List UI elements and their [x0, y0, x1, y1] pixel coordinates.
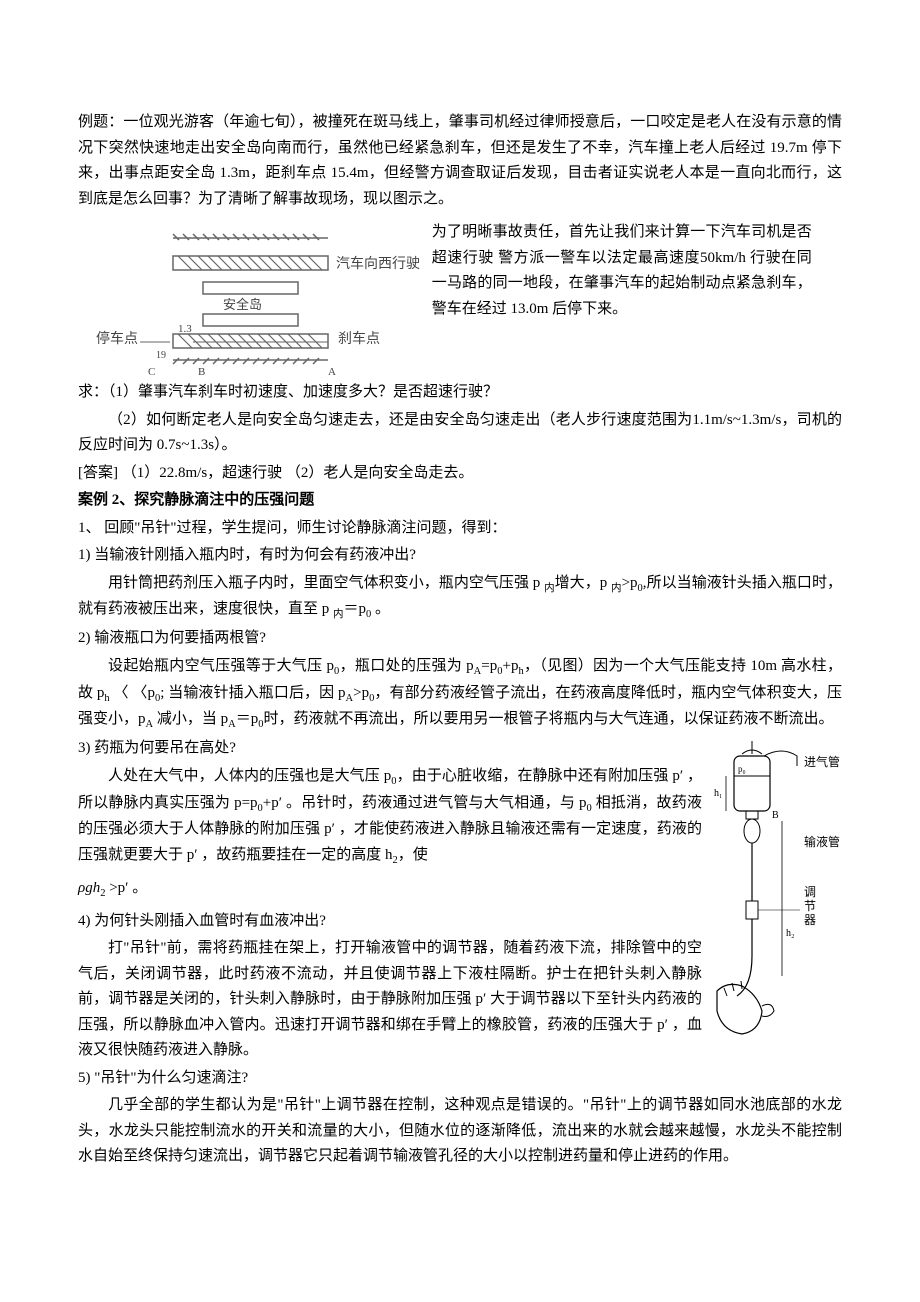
question-2: （2）如何断定老人是向安全岛匀速走去，还是由安全岛匀速走出（老人步行速度范围为1…	[78, 408, 842, 459]
svg-text:B: B	[772, 810, 779, 821]
case2-title: 案例 2、探究静脉滴注中的压强问题	[78, 488, 842, 514]
diagram-brake-label: 刹车点	[338, 330, 380, 347]
svg-text:节: 节	[804, 899, 816, 913]
question-1: 求：（1）肇事汽车刹车时初速度、加速度多大？是否超速行驶？	[78, 380, 842, 406]
svg-text:器: 器	[804, 913, 816, 927]
svg-text:h₁: h₁	[714, 788, 723, 799]
diagram-A: A	[328, 366, 336, 378]
iv-diagram: p₀ 进气管 h₁ B 输液管 调 节 器 h₂	[712, 736, 842, 1046]
svg-text:输液管: 输液管	[804, 834, 840, 849]
q2-body: 设起始瓶内空气压强等于大气压 p0，瓶口处的压强为 pA=p0+ph，（见图）因…	[78, 654, 842, 735]
diagram-island-label: 安全岛	[223, 297, 262, 312]
answer-line: [答案] （1）22.8m/s，超速行驶 （2）老人是向安全岛走去。	[78, 461, 842, 487]
svg-text:调: 调	[804, 885, 816, 899]
diagram-car-label: 汽车向西行驶	[336, 255, 420, 272]
intro-paragraph: 例题：一位观光游客（年逾七旬），被撞死在斑马线上，肇事司机经过律师授意后，一口咬…	[78, 110, 842, 212]
svg-text:进气管: 进气管	[804, 754, 840, 769]
case2-p1: 1、 回顾"吊针"过程，学生提问，师生讨论静脉滴注问题，得到：	[78, 516, 842, 542]
q1-body: 用针筒把药剂压入瓶子内时，里面空气体积变小，瓶内空气压强 p 内增大，p 内>p…	[78, 571, 842, 625]
svg-text:p₀: p₀	[738, 764, 746, 774]
svg-text:19: 19	[156, 350, 166, 361]
diagram-d1: 1.3	[178, 323, 192, 335]
diagram-stop-label: 停车点	[96, 330, 138, 347]
q5-title: 5) "吊针"为什么匀速滴注?	[78, 1066, 842, 1092]
q1-title: 1) 当输液针刚插入瓶内时，有时为何会有药液冲出?	[78, 543, 842, 569]
diagram-C: C	[148, 366, 155, 378]
q2-title: 2) 输液瓶口为何要插两根管?	[78, 626, 842, 652]
accident-diagram: 汽车向西行驶 安全岛 停车点 刹车点 1.3 C B	[78, 220, 428, 380]
q5-body: 几乎全部的学生都认为是"吊针"上调节器在控制，这种观点是错误的。"吊针"上的调节…	[78, 1093, 842, 1170]
diagram-B: B	[198, 366, 205, 378]
svg-text:h₂: h₂	[786, 928, 795, 939]
right-column-text: 为了明晰事故责任，首先让我们来计算一下汽车司机是否超速行驶 警方派一警车以法定最…	[432, 220, 812, 322]
